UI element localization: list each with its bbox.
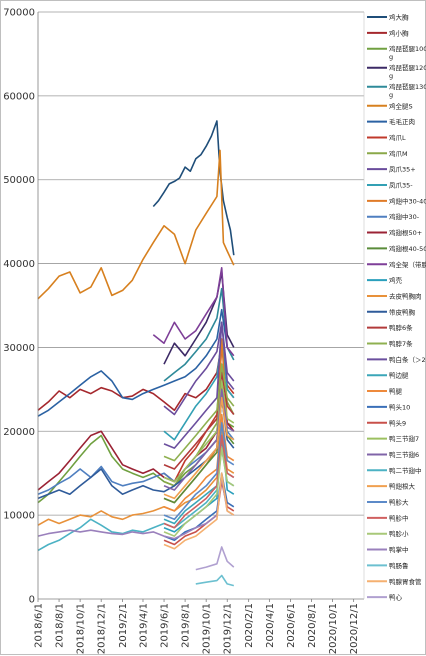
y-tick-label: 50000	[3, 175, 35, 186]
legend-label: 鸭心	[389, 593, 403, 602]
legend-label: 鸭二节翅中	[389, 466, 422, 475]
series-line	[152, 120, 235, 256]
legend-label: 鸡小胸	[389, 28, 409, 37]
legend-label: 鸭三节翅6	[389, 450, 419, 459]
legend-label: 鸭白条（＞2kg）	[389, 355, 426, 364]
series-line	[163, 338, 235, 441]
legend-label: g	[389, 91, 393, 99]
x-tick-label: 2020/2/1	[244, 603, 255, 648]
legend-label: 去皮鸭胸肉	[389, 291, 422, 300]
legend-label: 鸡翅中30-40g	[389, 196, 426, 205]
series-line	[163, 380, 235, 483]
series-line	[152, 266, 235, 357]
y-tick-label: 20000	[3, 427, 35, 438]
legend: 鸡大胸鸡小胸鸡琵琶腿100-120g鸡琵琶腿120-130g鸡琵琶腿130-15…	[367, 13, 426, 602]
series-line	[163, 472, 235, 550]
x-tick-label: 2019/4/1	[138, 603, 149, 648]
y-tick-label: 60000	[3, 91, 35, 102]
series-line	[195, 546, 235, 571]
x-tick-label: 2020/10/1	[328, 603, 339, 654]
axes	[37, 12, 365, 599]
legend-label: g	[389, 72, 393, 80]
legend-label: 带皮鸭胸	[389, 307, 416, 316]
legend-label: 鸭肠鲁	[389, 561, 409, 570]
legend-label: 鸭头9	[389, 418, 406, 427]
legend-label: 凤爪35+	[389, 166, 416, 174]
x-tick-label: 2020/6/1	[286, 603, 297, 648]
legend-label: 鸭腺胃食管	[389, 577, 422, 586]
series-line	[163, 413, 235, 512]
x-axis-tick-labels: 2018/6/1 2018/8/1 2018/10/1 2018/12/1 2019/2…	[34, 599, 360, 654]
series-line	[37, 384, 235, 491]
x-tick-label: 2019/8/1	[181, 603, 192, 648]
legend-label: 鸭腿	[389, 387, 403, 396]
series-line	[37, 342, 235, 412]
series-line	[163, 321, 235, 449]
series-line	[195, 574, 234, 587]
series-line	[37, 430, 235, 526]
legend-label: 鸡翅根40-50	[389, 244, 426, 253]
legend-label: 鸭胗小	[389, 529, 409, 538]
legend-label: 鸭翅根大	[389, 482, 416, 491]
x-tick-label: 2020/12/1	[349, 603, 360, 654]
legend-label: 毛毛正肉	[389, 117, 415, 126]
x-tick-label: 2019/10/1	[202, 603, 213, 654]
legend-label: g	[389, 53, 393, 61]
series-line	[163, 447, 235, 537]
series-line	[163, 388, 235, 491]
series-line	[37, 447, 235, 552]
y-tick-label: 70000	[3, 8, 35, 19]
series-line	[163, 396, 235, 500]
series-line	[37, 308, 228, 417]
legend-label: 鸡壳	[389, 276, 403, 285]
legend-label: 鸡翅根50+	[389, 228, 422, 237]
legend-label: 鸡爪M	[389, 149, 408, 158]
legend-label: 鸡全腿S	[389, 101, 413, 110]
legend-label: 鸭三节翅7	[389, 434, 419, 443]
legend-label: 鸡琵琶腿130-150	[389, 82, 426, 91]
x-tick-label: 2019/6/1	[160, 603, 171, 648]
legend-label: 鸡琵琶腿120-130	[389, 63, 426, 72]
legend-label: 鸭胗大	[389, 498, 409, 507]
legend-label: 鸡琵琶腿100-120	[389, 44, 426, 53]
series-line	[163, 422, 235, 521]
series-line	[163, 434, 235, 529]
y-tick-label: 40000	[3, 259, 35, 270]
y-axis-tick-labels: 0 10000 20000 30000 40000 50000 60000 70000	[3, 8, 35, 606]
x-tick-label: 2018/10/1	[76, 603, 87, 654]
legend-label: 凤爪35-	[389, 182, 413, 190]
legend-label: 鸭脖7条	[389, 339, 413, 348]
y-tick-label: 0	[29, 595, 35, 606]
x-tick-label: 2018/12/1	[97, 603, 108, 654]
y-tick-label: 30000	[3, 343, 35, 354]
x-tick-label: 2020/4/1	[265, 603, 276, 648]
series-line	[163, 363, 235, 462]
series-line	[37, 476, 235, 540]
legend-label: 鸭头10	[389, 402, 410, 411]
legend-label: 鸭脖6条	[389, 323, 413, 332]
legend-label: 鸡爪L	[389, 133, 406, 142]
series-line	[163, 371, 235, 470]
series-line	[37, 149, 235, 300]
series-lines	[37, 120, 235, 587]
legend-label: 鸡全架（带膀）	[389, 260, 426, 269]
x-tick-label: 2018/8/1	[55, 603, 66, 648]
y-tick-label: 10000	[3, 511, 35, 522]
legend-label: 鸭掌中	[389, 545, 409, 554]
x-tick-label: 2019/12/1	[223, 603, 234, 654]
legend-label: 鸭边腿	[389, 371, 409, 380]
x-tick-label: 2018/6/1	[34, 603, 45, 648]
x-tick-label: 2019/2/1	[118, 603, 129, 648]
legend-label: 鸡翅中30-	[389, 212, 420, 221]
x-tick-label: 2020/8/1	[307, 603, 318, 648]
legend-label: 鸡大胸	[389, 13, 409, 22]
legend-label: 鸭胗中	[389, 513, 409, 522]
